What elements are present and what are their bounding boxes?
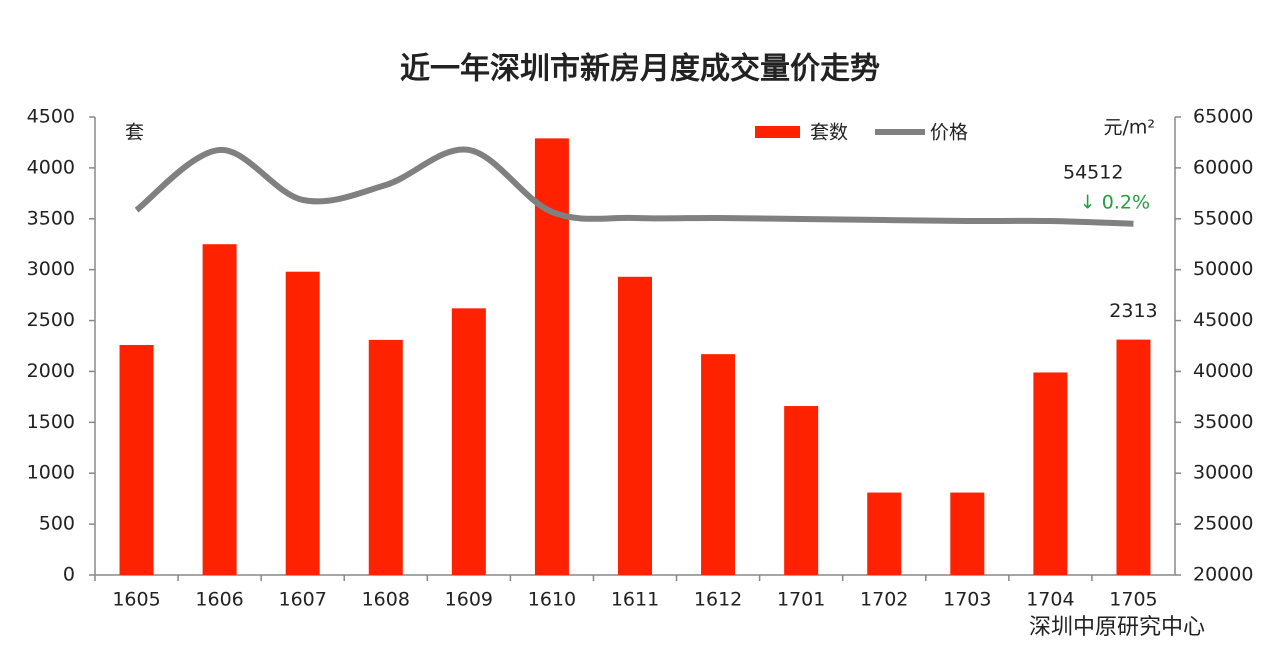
y-tick-label: 4500 <box>27 106 75 128</box>
chart-title: 近一年深圳市新房月度成交量价走势 <box>400 52 880 87</box>
y-tick-label: 2500 <box>27 309 75 331</box>
bar <box>867 492 902 575</box>
x-tick-label: 1702 <box>860 589 908 611</box>
source: 深圳中原研究中心 <box>1029 615 1205 640</box>
x-tick-label: 1606 <box>195 589 243 611</box>
bar <box>701 354 736 575</box>
y-tick-label: 0 <box>63 564 75 586</box>
y-tick-label: 3000 <box>27 258 75 280</box>
legend-label: 套数 <box>810 122 848 144</box>
y2-tick-label: 50000 <box>1193 258 1253 280</box>
annotation: ↓ 0.2% <box>1080 192 1150 214</box>
x-tick-label: 1607 <box>279 589 327 611</box>
bar <box>368 339 403 575</box>
y-tick-label: 4000 <box>27 156 75 178</box>
bar <box>119 344 154 575</box>
bar <box>285 271 320 575</box>
x-tick-label: 1608 <box>362 589 410 611</box>
y2-tick-label: 20000 <box>1193 564 1253 586</box>
bar <box>950 492 985 575</box>
y2-tick-label: 30000 <box>1193 462 1253 484</box>
x-tick-label: 1612 <box>694 589 742 611</box>
y2-tick-label: 45000 <box>1193 309 1253 331</box>
bar <box>784 406 819 575</box>
x-tick-label: 1703 <box>943 589 991 611</box>
bar <box>1116 339 1151 575</box>
y2-tick-label: 25000 <box>1193 513 1253 535</box>
data-label: 2313 <box>1109 300 1157 322</box>
y-tick-label: 2000 <box>27 360 75 382</box>
y2-tick-label: 65000 <box>1193 106 1253 128</box>
bar <box>618 276 652 575</box>
x-tick-label: 1605 <box>112 589 160 611</box>
y2-tick-label: 60000 <box>1193 156 1253 178</box>
x-tick-label: 1611 <box>611 589 659 611</box>
y-tick-label: 1500 <box>27 411 75 433</box>
data-label: 54512 <box>1063 162 1123 184</box>
x-tick-label: 1610 <box>528 589 576 611</box>
x-tick-label: 1704 <box>1026 589 1074 611</box>
y2-tick-label: 55000 <box>1193 207 1253 229</box>
y2-axis-label: 元/m² <box>1103 117 1155 139</box>
x-tick-label: 1705 <box>1109 589 1157 611</box>
legend-label: 价格 <box>930 122 968 144</box>
y-tick-label: 1000 <box>27 462 75 484</box>
x-tick-label: 1701 <box>777 589 825 611</box>
y-tick-label: 3500 <box>27 207 75 229</box>
legend-swatch <box>755 126 800 138</box>
y-axis-label: 套 <box>125 122 144 144</box>
line <box>134 146 1134 227</box>
bar <box>451 308 486 575</box>
y2-tick-label: 40000 <box>1193 360 1253 382</box>
y-tick-label: 500 <box>39 513 75 535</box>
y2-tick-label: 35000 <box>1193 411 1253 433</box>
bar <box>1033 372 1068 575</box>
x-tick-label: 1609 <box>445 589 493 611</box>
bar <box>202 244 237 575</box>
